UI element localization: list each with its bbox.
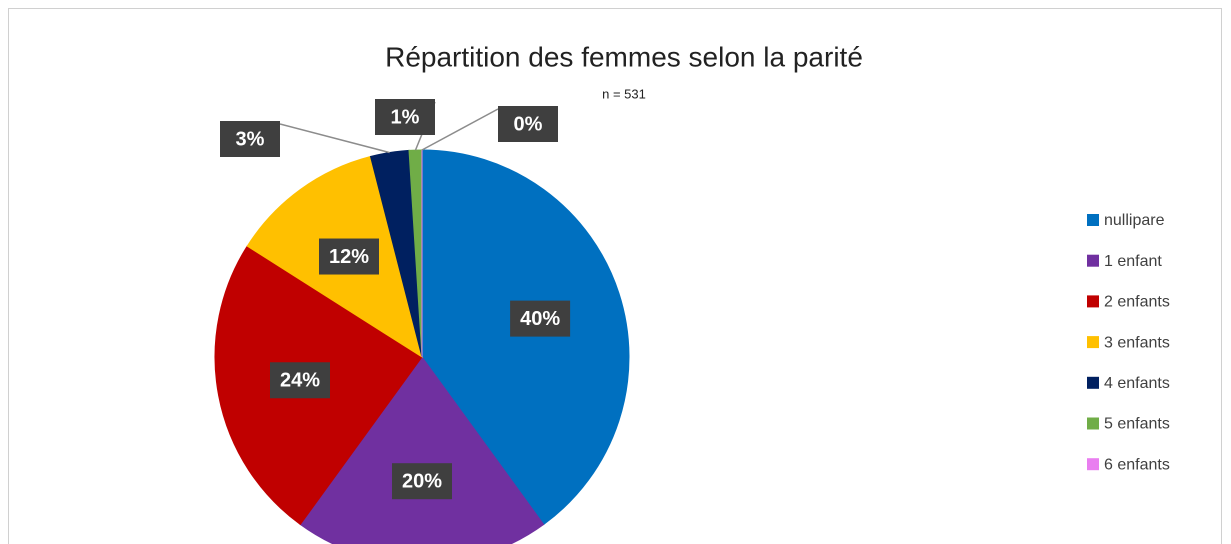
leader-line: [421, 108, 499, 151]
data-label: 20%: [402, 470, 442, 492]
pie-slice: [299, 356, 545, 544]
chart-frame: [8, 8, 1222, 544]
data-label-box: [392, 463, 452, 500]
leader-line: [279, 123, 390, 154]
pie-slice: [421, 149, 630, 526]
legend-swatch: [1087, 417, 1099, 430]
data-label-box: [220, 121, 280, 157]
legend-swatch: [1087, 458, 1099, 471]
chart-subtitle: n = 531: [602, 86, 646, 101]
data-label: 12%: [329, 246, 369, 268]
legend-label: 3 enfants: [1104, 334, 1170, 351]
legend-label: 5 enfants: [1104, 416, 1170, 433]
legend-label: nullipare: [1104, 212, 1165, 229]
data-label: 3%: [236, 128, 265, 150]
data-label: 1%: [391, 106, 420, 128]
data-label: 0%: [514, 113, 543, 135]
data-label: 40%: [520, 308, 560, 330]
legend-swatch: [1087, 376, 1099, 389]
legend-label: 6 enfants: [1104, 456, 1170, 473]
legend-label: 2 enfants: [1104, 294, 1170, 311]
data-label-box: [375, 99, 435, 135]
legend-swatch: [1087, 336, 1099, 349]
legend-swatch: [1087, 214, 1099, 226]
chart-title: Répartition des femmes selon la parité: [385, 41, 863, 72]
data-label-box: [318, 238, 379, 275]
legend-swatch: [1087, 254, 1099, 267]
data-label-box: [510, 300, 571, 337]
legend-label: 4 enfants: [1104, 375, 1170, 392]
legend-swatch: [1087, 295, 1099, 308]
data-label-box: [498, 106, 558, 142]
data-label-box: [269, 362, 330, 399]
legend-label: 1 enfant: [1104, 253, 1162, 270]
data-label: 24%: [280, 370, 320, 392]
